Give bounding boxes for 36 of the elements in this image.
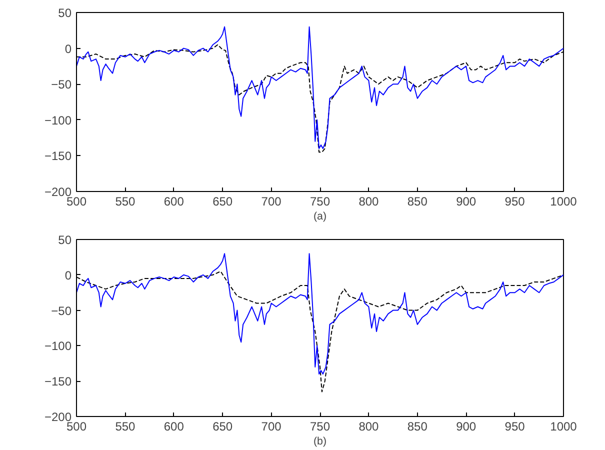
x-tick-label: 800 [358,420,380,434]
x-tick-label: 500 [66,194,87,208]
y-tick-label: −150 [44,149,72,164]
x-tick-label: 650 [212,194,233,208]
x-tick-label: 1000 [550,194,578,208]
x-axis-title: (b) [313,436,327,448]
y-tick-label: −100 [44,113,72,128]
y-tick-label: 0 [64,268,72,282]
x-tick-label: 850 [407,420,428,434]
x-tick-label: 550 [115,420,136,434]
x-tick-label: 900 [456,194,476,208]
line-series [76,26,564,150]
x-tick-label: 800 [358,194,380,208]
line-series [76,253,564,375]
y-tick-label: 0 [64,42,72,56]
y-tick-label: −100 [44,339,72,354]
x-tick-label: 950 [504,420,526,434]
x-tick-label: 550 [115,194,136,208]
x-tick-label: 750 [310,420,330,434]
x-axis-title: (a) [313,210,327,222]
y-tick-label: 50 [58,233,72,247]
x-tick-label: 600 [164,420,184,434]
y-tick-label: −150 [44,374,72,389]
y-tick-label: −50 [51,304,72,318]
x-tick-label: 950 [504,194,526,208]
y-tick-label: 50 [58,6,72,20]
x-tick-label: 650 [212,420,233,434]
x-tick-label: 900 [456,420,476,434]
x-tick-label: 1000 [550,420,578,434]
x-tick-label: 500 [66,420,87,434]
x-tick-label: 700 [261,194,282,208]
x-tick-label: 750 [310,194,330,208]
x-tick-label: 700 [261,420,282,434]
x-tick-label: 600 [164,194,184,208]
y-tick-label: −50 [51,78,72,92]
x-tick-label: 850 [407,194,428,208]
